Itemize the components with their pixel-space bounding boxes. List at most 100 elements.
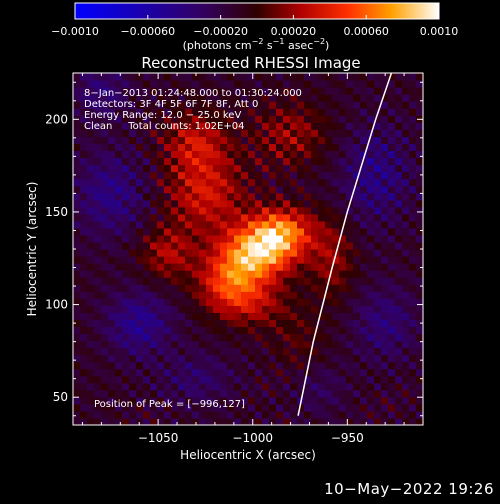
heatmap-cell (402, 227, 410, 236)
heatmap-cell (318, 136, 326, 144)
heatmap-cell (283, 94, 291, 102)
heatmap-cell (402, 87, 410, 95)
heatmap-cell (297, 333, 305, 342)
heatmap-cell (143, 263, 151, 271)
heatmap-cell (332, 368, 340, 377)
heatmap-cell (94, 382, 102, 391)
heatmap-cell (381, 115, 389, 123)
heatmap-cell (220, 347, 228, 356)
heatmap-cell (283, 150, 291, 159)
heatmap-cell (241, 263, 249, 271)
heatmap-cell (87, 361, 95, 370)
heatmap-cell (311, 256, 319, 264)
heatmap-cell (178, 333, 186, 342)
heatmap-cell (143, 73, 151, 81)
heatmap-cell (171, 129, 179, 137)
heatmap-cell (283, 171, 291, 180)
heatmap-cell (192, 136, 200, 144)
heatmap-cell (283, 291, 291, 299)
heatmap-cell (290, 326, 298, 335)
heatmap-cell (248, 354, 256, 363)
heatmap-cell (87, 108, 95, 116)
heatmap-cell (402, 326, 410, 335)
heatmap-cell (143, 249, 151, 257)
heatmap-cell (248, 270, 256, 278)
heatmap-cell (101, 361, 109, 370)
heatmap-cell (115, 312, 123, 320)
heatmap-cell (395, 213, 403, 222)
heatmap-cell (101, 108, 109, 116)
heatmap-cell (332, 206, 340, 215)
heatmap-cell (374, 347, 382, 356)
heatmap-cell (346, 256, 354, 264)
heatmap-cell (108, 87, 116, 95)
heatmap-cell (269, 73, 277, 81)
heatmap-cell (374, 319, 382, 328)
heatmap-cell (276, 249, 284, 257)
heatmap-cell (290, 410, 298, 419)
heatmap-cell (290, 73, 298, 81)
heatmap-cell (311, 347, 319, 356)
heatmap-cell (192, 164, 200, 173)
heatmap-cell (318, 122, 326, 130)
heatmap-cell (213, 87, 221, 95)
heatmap-cell (381, 389, 389, 398)
heatmap-cell (115, 340, 123, 349)
heatmap-cell (311, 340, 319, 349)
heatmap-cell (381, 256, 389, 264)
heatmap-cell (283, 129, 291, 137)
heatmap-cell (262, 347, 270, 356)
heatmap-cell (353, 368, 361, 377)
heatmap-cell (206, 319, 214, 328)
heatmap-cell (108, 333, 116, 342)
heatmap-cell (206, 312, 214, 320)
heatmap-cell (262, 73, 270, 81)
heatmap-cell (311, 150, 319, 159)
heatmap-cell (171, 143, 179, 152)
heatmap-cell (157, 333, 165, 342)
heatmap-cell (381, 136, 389, 144)
heatmap-cell (262, 270, 270, 278)
heatmap-cell (395, 298, 403, 306)
heatmap-cell (178, 108, 186, 116)
heatmap-cell (73, 382, 81, 391)
heatmap-cell (416, 234, 423, 243)
heatmap-cell (143, 396, 151, 405)
heatmap-cell (325, 206, 333, 215)
heatmap-cell (353, 361, 361, 370)
heatmap-cell (129, 199, 137, 208)
heatmap-cell (374, 206, 382, 215)
heatmap-cell (367, 136, 375, 144)
heatmap-cell (213, 382, 221, 391)
heatmap-cell (297, 80, 305, 88)
heatmap-cell (227, 94, 235, 102)
heatmap-cell (150, 171, 158, 180)
heatmap-cell (150, 389, 158, 398)
heatmap-cell (150, 326, 158, 335)
heatmap-cell (73, 340, 81, 349)
heatmap-cell (150, 396, 158, 405)
heatmap-cell (402, 108, 410, 116)
heatmap-cell (234, 291, 242, 299)
heatmap-cell (381, 199, 389, 208)
heatmap-cell (220, 361, 228, 370)
heatmap-cell (290, 354, 298, 363)
heatmap-cell (297, 122, 305, 130)
heatmap-cell (185, 333, 193, 342)
heatmap-cell (325, 171, 333, 180)
heatmap-cell (276, 333, 284, 342)
heatmap-cell (94, 249, 102, 257)
heatmap-cell (234, 270, 242, 278)
heatmap-cell (199, 108, 207, 116)
heatmap-cell (94, 143, 102, 152)
heatmap-cell (318, 178, 326, 187)
heatmap-cell (367, 227, 375, 236)
heatmap-cell (360, 410, 368, 419)
heatmap-cell (381, 241, 389, 250)
heatmap-cell (276, 199, 284, 208)
heatmap-cell (388, 277, 396, 285)
heatmap-cell (108, 277, 116, 285)
heatmap-cell (94, 312, 102, 320)
heatmap-cell (353, 256, 361, 264)
heatmap-cell (311, 270, 319, 278)
